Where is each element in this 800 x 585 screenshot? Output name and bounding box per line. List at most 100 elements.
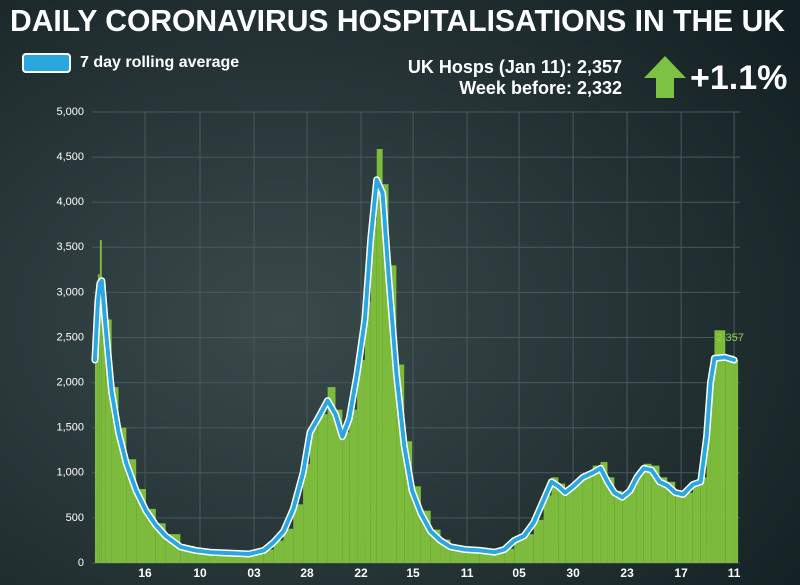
bar <box>573 481 583 563</box>
legend-label: 7 day rolling average <box>80 54 239 71</box>
bar <box>136 489 146 563</box>
bar <box>327 387 336 563</box>
stat-previous: Week before: 2,332 <box>459 78 622 98</box>
bar <box>303 463 310 563</box>
bar <box>494 551 505 563</box>
bar <box>370 220 377 564</box>
x-tick-label: 16 <box>138 566 152 580</box>
change-label: +1.1% <box>690 59 787 97</box>
line <box>92 177 737 556</box>
bar <box>607 477 615 563</box>
bar <box>97 274 100 563</box>
bar <box>155 523 166 563</box>
bar <box>357 360 365 563</box>
bar <box>388 265 397 563</box>
bar <box>101 283 106 563</box>
y-tick-label: 2,000 <box>56 377 84 389</box>
bar <box>683 492 693 563</box>
stat-current: UK Hosps (Jan 11): 2,357 <box>408 57 622 77</box>
x-tick-label: 22 <box>354 566 368 580</box>
bar <box>273 540 284 563</box>
x-tick-label: 30 <box>566 566 580 580</box>
bar <box>412 486 421 563</box>
y-tick-label: 3,500 <box>56 241 84 253</box>
bar <box>600 461 608 563</box>
bar <box>209 551 230 563</box>
bar <box>293 504 304 563</box>
bar <box>249 553 264 563</box>
bar <box>335 409 343 563</box>
bar <box>118 427 127 563</box>
bar <box>126 459 137 563</box>
bar <box>146 508 156 563</box>
bar <box>714 330 726 563</box>
y-tick-label: 4,000 <box>56 196 84 208</box>
bar <box>565 490 574 563</box>
x-tick-label: 15 <box>406 566 420 580</box>
x-tick-label: 11 <box>461 566 474 580</box>
y-tick-label: 4,500 <box>56 151 84 163</box>
bar <box>364 301 371 563</box>
bar <box>614 490 623 563</box>
bar <box>440 539 451 563</box>
bar <box>229 552 250 563</box>
bar <box>524 534 534 563</box>
end-label: 2,357 <box>716 332 744 344</box>
x-tick-label: 28 <box>300 566 314 580</box>
bar <box>636 472 644 563</box>
x-tick-label: 10 <box>193 566 207 580</box>
bar <box>700 477 707 563</box>
bar <box>376 148 383 563</box>
bar <box>543 495 552 563</box>
x-tick-label: 11 <box>728 566 741 580</box>
y-tick-label: 500 <box>66 512 84 524</box>
bar <box>317 414 328 563</box>
bar <box>675 490 684 563</box>
chart-title: DAILY CORONAVIRUS HOSPITALISATIONS IN TH… <box>10 3 786 38</box>
bar <box>420 510 431 563</box>
x-tick-label: 03 <box>247 566 261 580</box>
bar <box>349 409 358 563</box>
bar <box>309 427 318 563</box>
bar <box>706 418 711 563</box>
bar <box>630 486 637 563</box>
x-tick-label: 23 <box>620 566 634 580</box>
bar <box>659 477 668 563</box>
y-tick-label: 0 <box>78 557 84 569</box>
y-tick-label: 2,500 <box>56 331 84 343</box>
x-tick-label: 17 <box>674 566 688 580</box>
bar <box>725 355 735 563</box>
bar <box>94 346 98 563</box>
x-tick-label: 05 <box>512 566 526 580</box>
y-tick-label: 3,000 <box>56 286 84 298</box>
bar <box>382 184 389 563</box>
bar <box>514 538 524 563</box>
bar <box>263 549 274 563</box>
bar <box>734 360 739 563</box>
bar <box>342 432 350 563</box>
bar <box>111 387 119 563</box>
bar <box>283 528 294 563</box>
bar <box>430 529 441 563</box>
y-tick-label: 1,500 <box>56 422 84 434</box>
bar <box>558 483 566 563</box>
y-tick-label: 1,000 <box>56 467 84 479</box>
bar <box>99 240 102 564</box>
bar <box>643 463 652 563</box>
bar <box>582 472 593 563</box>
bar <box>692 481 701 563</box>
bar <box>533 519 544 563</box>
bar <box>622 494 631 563</box>
y-tick-label: 5,000 <box>56 106 84 118</box>
up-arrow <box>644 56 686 98</box>
bar <box>667 481 676 563</box>
bar <box>551 477 559 563</box>
bar <box>105 319 112 563</box>
bar <box>404 441 413 563</box>
bar <box>710 373 715 563</box>
bar <box>592 465 601 563</box>
legend-swatch <box>22 53 71 73</box>
bar <box>504 548 515 563</box>
bar <box>651 465 660 563</box>
